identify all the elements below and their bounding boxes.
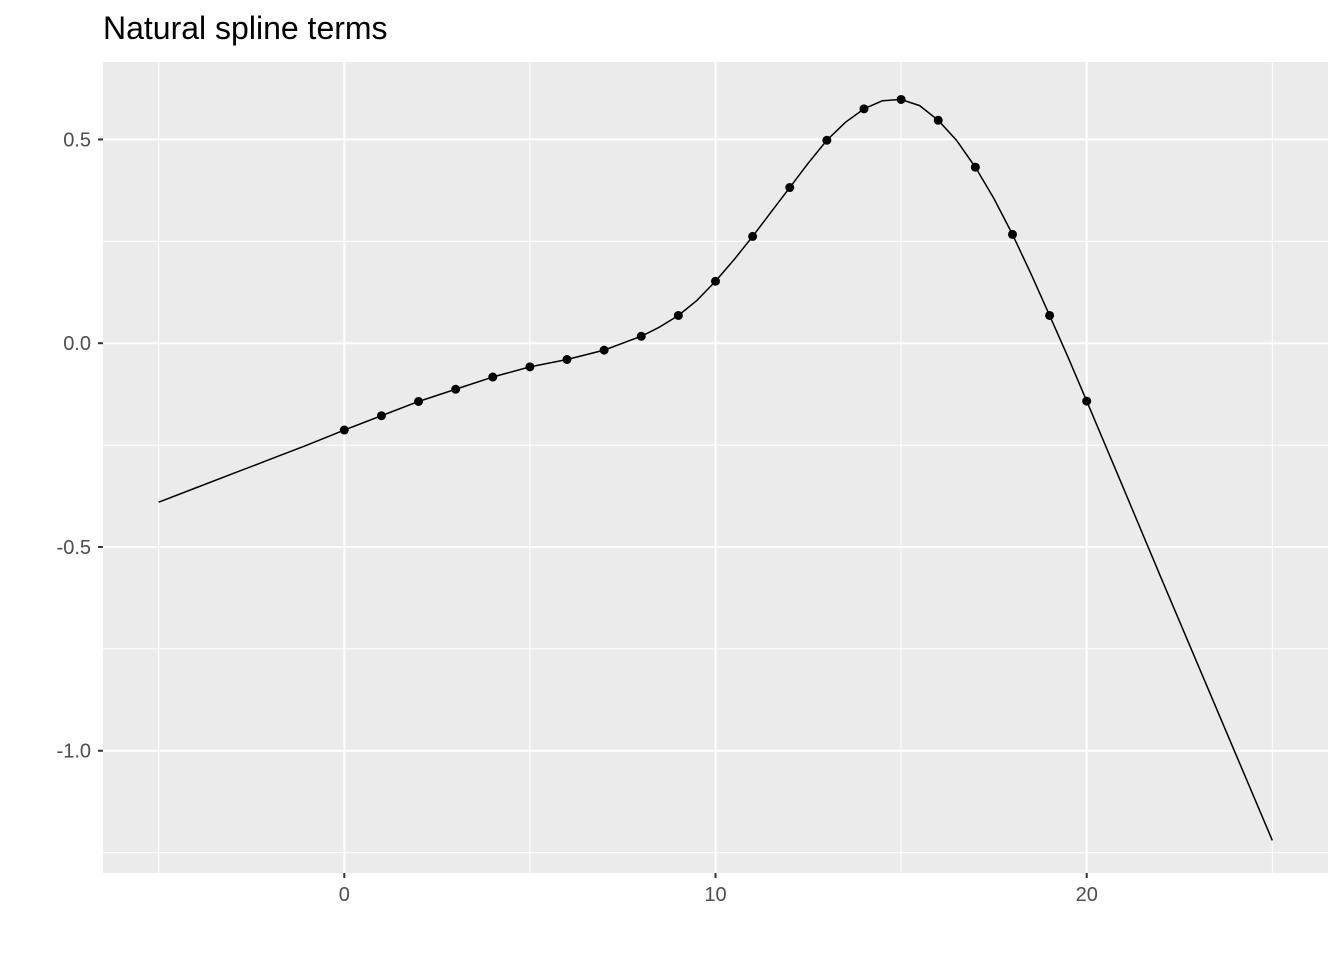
data-point: [896, 94, 906, 104]
data-point: [933, 115, 943, 125]
tick-labels: 0 10 20 0.5 0.0 -0.5 -1.0: [57, 129, 1098, 906]
data-point: [970, 162, 980, 172]
y-tick-label: -0.5: [57, 537, 91, 559]
spline-curve: [158, 98, 1274, 841]
y-tick-label: 0.0: [63, 333, 91, 355]
data-point: [1045, 310, 1055, 320]
x-tick-label: 10: [704, 884, 726, 906]
x-tick-label: 0: [339, 884, 350, 906]
data-point: [488, 372, 498, 382]
axis-ticks: [98, 138, 1088, 878]
data-point: [748, 231, 758, 241]
data-point: [822, 135, 832, 145]
data-point: [599, 345, 609, 355]
data-point: [859, 104, 869, 114]
data-point: [562, 355, 572, 365]
data-point: [376, 411, 386, 421]
x-tick-label: 20: [1076, 884, 1098, 906]
data-point: [636, 331, 646, 341]
data-point: [339, 425, 349, 435]
data-point: [785, 183, 795, 193]
data-point: [711, 276, 720, 286]
data-point: [673, 310, 683, 320]
data-point: [1082, 396, 1092, 406]
major-grid: [103, 62, 1328, 873]
y-tick-label: -1.0: [57, 741, 91, 763]
data-point: [1007, 229, 1017, 239]
series-layer: [158, 94, 1274, 841]
data-point: [525, 362, 535, 372]
chart-title: Natural spline terms: [103, 10, 388, 46]
y-tick-label: 0.5: [63, 129, 91, 151]
data-point: [414, 396, 424, 406]
data-point: [451, 384, 461, 394]
